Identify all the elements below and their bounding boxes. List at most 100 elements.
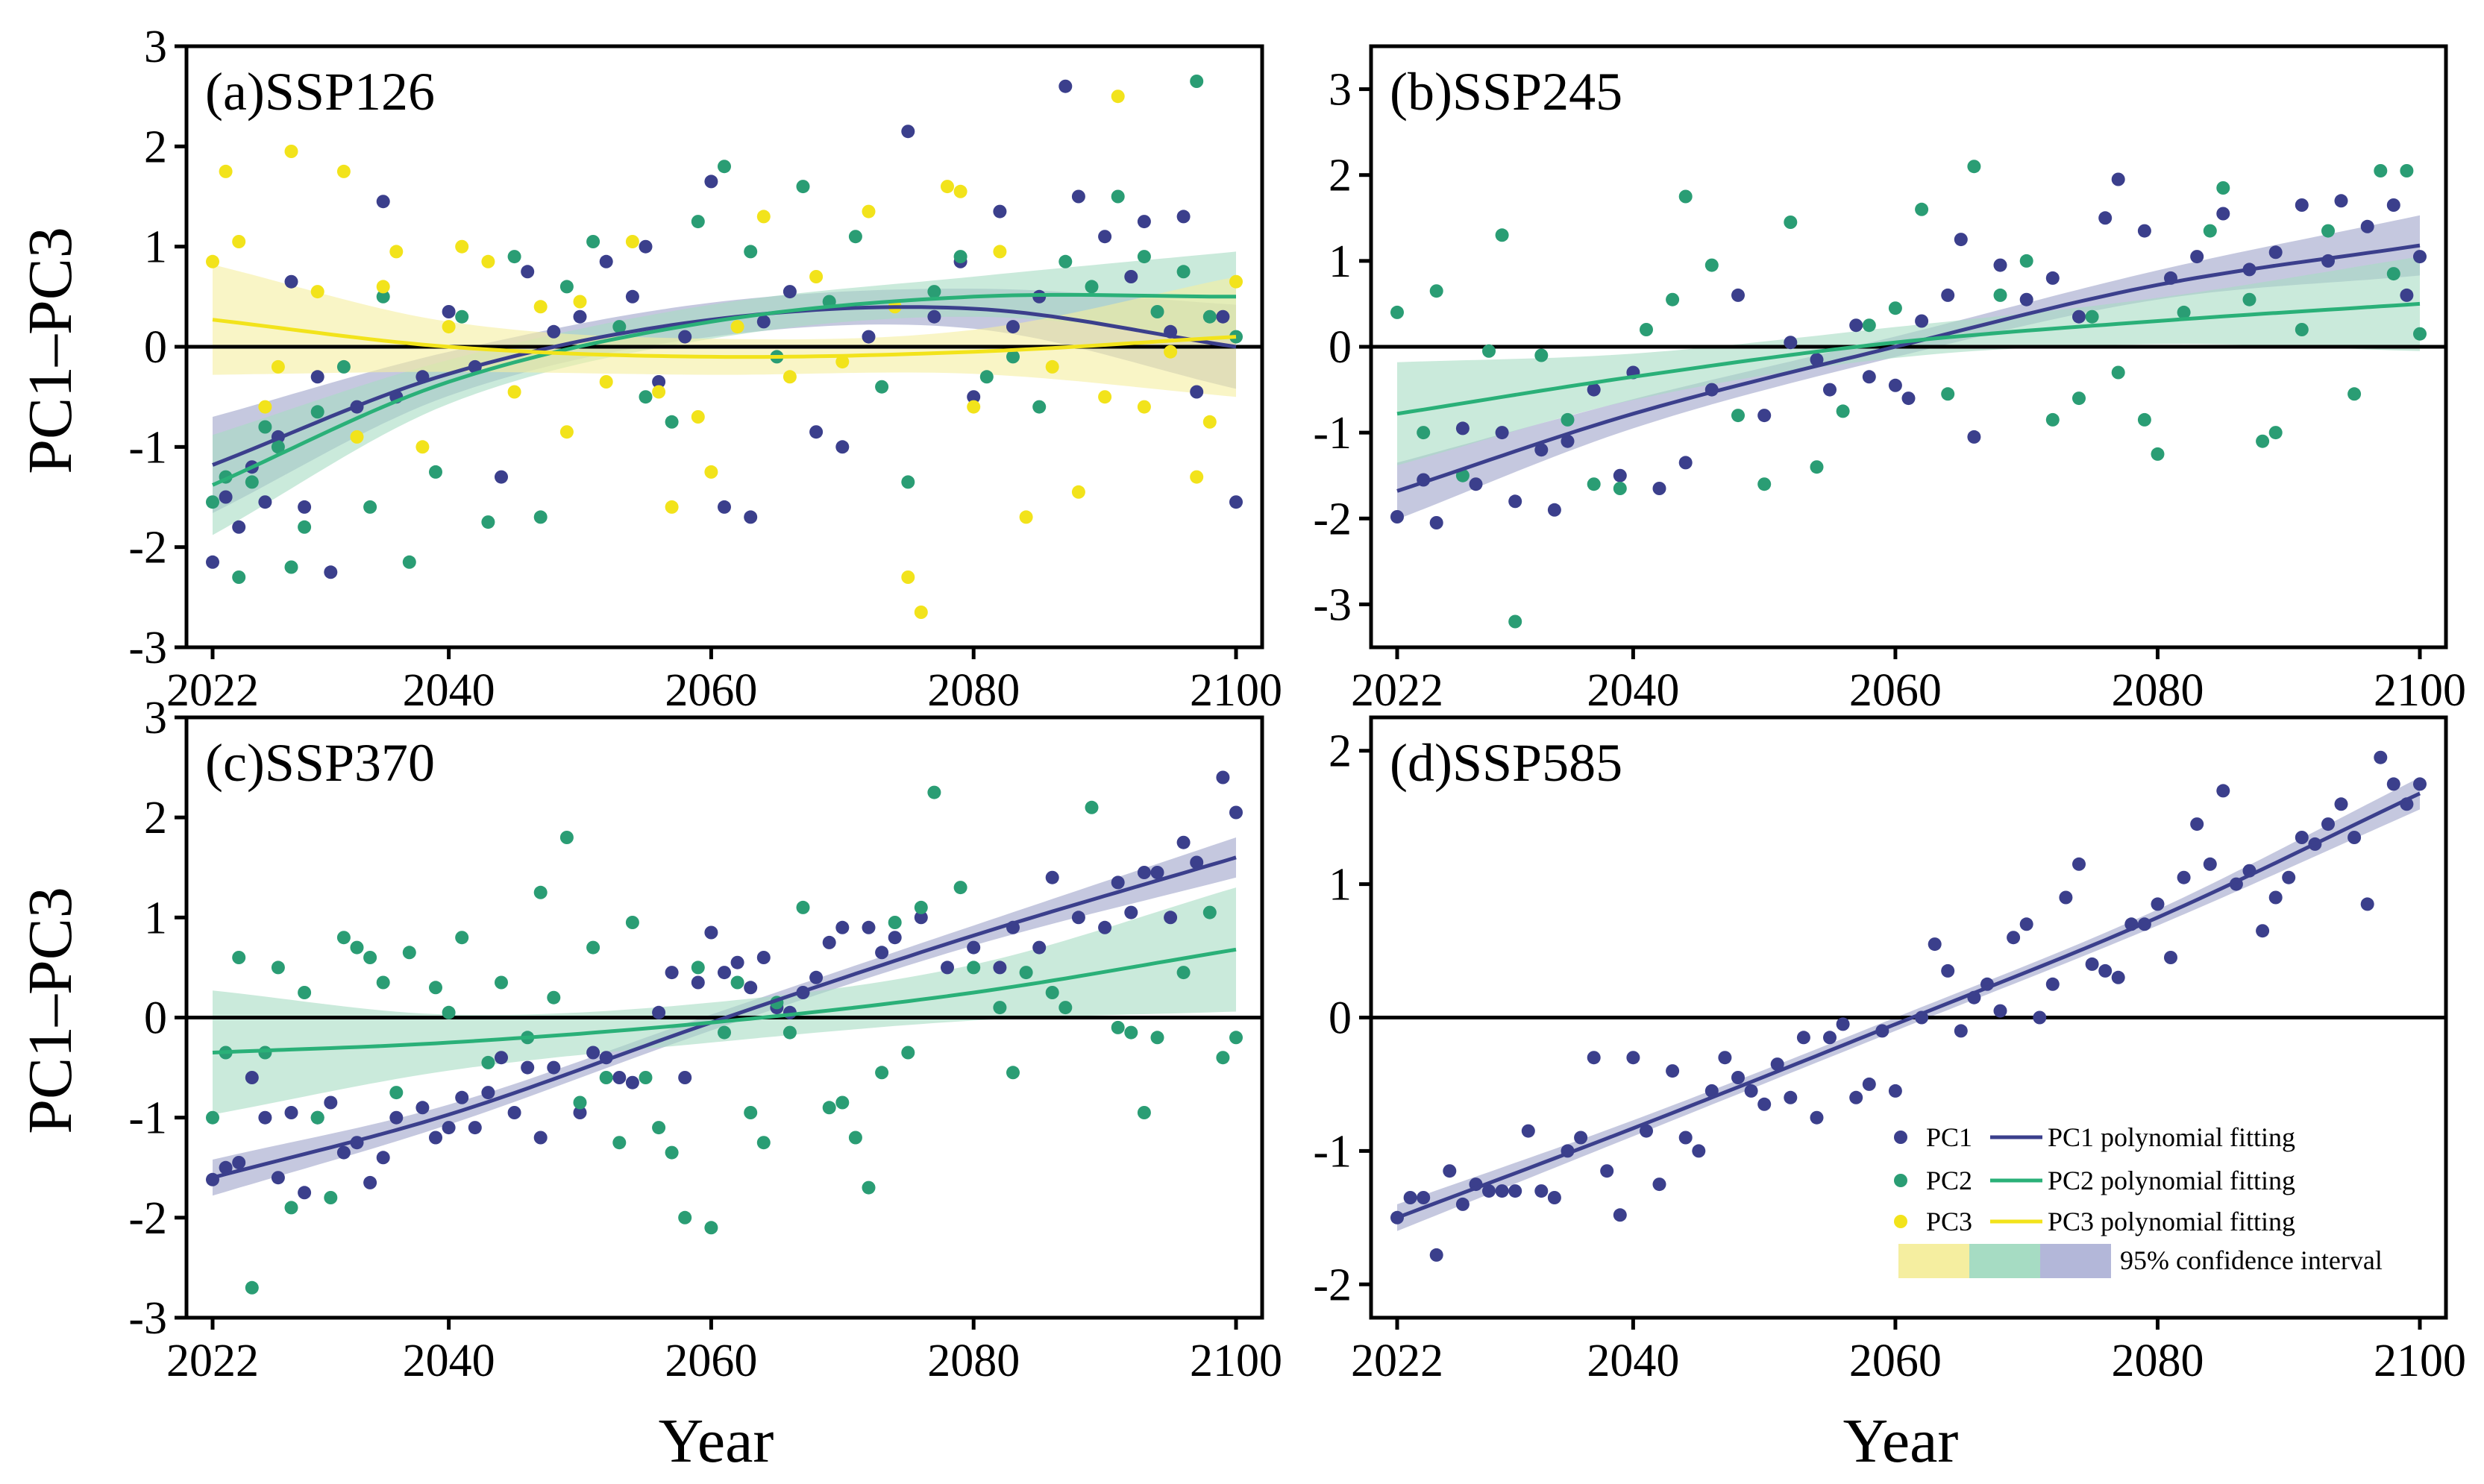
point-b-pc1-0 [1390, 510, 1404, 524]
point-b-pc2-45 [2413, 327, 2427, 341]
point-a-pc3-19 [599, 375, 613, 389]
point-a-pc1-8 [310, 370, 324, 384]
point-b-pc1-22 [1862, 370, 1876, 384]
point-c-pc2-51 [927, 785, 941, 799]
point-d-pc1-17 [1613, 1208, 1627, 1222]
y-tick-label-c-3: 3 [144, 693, 167, 743]
point-d-pc1-32 [1810, 1110, 1824, 1125]
point-a-pc3-13 [455, 239, 469, 254]
point-a-pc2-15 [481, 515, 495, 529]
point-b-pc2-24 [1967, 160, 1981, 174]
point-c-pc1-7 [298, 1186, 312, 1200]
point-c-pc1-14 [389, 1110, 404, 1125]
x-tick-label-d-2080: 2080 [2111, 1336, 2204, 1386]
point-a-pc1-24 [678, 330, 692, 344]
point-b-pc1-37 [2190, 250, 2204, 264]
point-c-pc2-25 [573, 1095, 587, 1110]
point-c-pc2-66 [1216, 1051, 1230, 1065]
point-c-pc2-11 [350, 940, 364, 955]
x-tick-label-d-2040: 2040 [1587, 1336, 1679, 1386]
point-a-pc3-5 [284, 145, 298, 158]
point-b-pc2-5 [1495, 228, 1509, 242]
point-b-pc1-28 [1967, 430, 1981, 444]
point-d-pc1-59 [2177, 870, 2191, 884]
point-a-pc1-19 [573, 309, 587, 324]
point-d-pc1-46 [2007, 931, 2021, 945]
point-a-pc2-21 [639, 390, 653, 404]
legend-pc2-fit-label: PC2 polynomial fitting [2048, 1166, 2295, 1195]
point-b-pc2-8 [1561, 412, 1575, 427]
legend-pc2-marker [1894, 1174, 1907, 1187]
point-b-pc2-13 [1678, 189, 1693, 204]
legend-pc1-fit-label: PC1 polynomial fitting [2048, 1122, 2295, 1152]
point-b-pc2-4 [1482, 344, 1496, 358]
point-c-pc2-13 [376, 975, 390, 990]
point-a-pc2-40 [1137, 250, 1151, 264]
point-b-pc1-31 [2045, 271, 2060, 285]
point-c-pc2-42 [796, 900, 810, 914]
point-b-pc2-44 [2400, 164, 2414, 177]
point-b-pc1-29 [1993, 258, 2007, 272]
point-a-pc2-27 [796, 180, 810, 194]
point-a-pc1-20 [599, 254, 613, 268]
point-c-pc2-36 [718, 1025, 731, 1040]
point-c-pc2-20 [495, 975, 508, 990]
panel-c: -3 -2 -1 0 1 2 3 2022 2040 2060 2080 2100 (c)SSP370 [128, 693, 1282, 1386]
point-c-pc2-55 [1006, 1066, 1020, 1080]
point-c-pc1-54 [1032, 940, 1047, 955]
ci-band-c-2 [213, 887, 1236, 1115]
point-b-pc2-16 [1757, 477, 1772, 491]
x-tick-label-b-2100: 2100 [2374, 665, 2466, 716]
point-b-pc2-10 [1613, 482, 1627, 495]
y-tick-label-a--1: -1 [128, 422, 167, 473]
point-b-pc1-40 [2268, 245, 2283, 260]
x-tick-label-a-2040: 2040 [403, 665, 495, 716]
point-a-pc3-21 [652, 385, 666, 399]
x-tick-label-c-2040: 2040 [403, 1336, 495, 1386]
point-c-pc2-30 [639, 1071, 653, 1084]
y-axis-title-top: PC1–PC3 [16, 227, 85, 474]
point-a-pc2-4 [258, 420, 272, 434]
point-d-pc1-51 [2072, 857, 2086, 871]
point-c-pc2-28 [612, 1136, 627, 1150]
point-c-pc2-60 [1111, 1020, 1125, 1034]
point-c-pc1-57 [1098, 920, 1112, 934]
panel-title-d: (d)SSP585 [1390, 733, 1622, 793]
fit-line-b-2 [1396, 301, 2421, 416]
point-c-pc2-7 [298, 986, 312, 999]
point-b-pc2-28 [2072, 392, 2086, 406]
point-a-pc2-9 [336, 359, 351, 374]
point-b-pc1-32 [2072, 309, 2086, 324]
point-a-pc1-43 [1124, 270, 1138, 283]
point-c-pc1-9 [324, 1095, 338, 1110]
fit-line-c-2 [212, 947, 1237, 1054]
point-c-pc2-24 [559, 831, 574, 844]
point-d-pc1-57 [2151, 897, 2165, 911]
point-a-pc2-17 [533, 510, 548, 524]
point-a-pc1-41 [1071, 189, 1085, 204]
point-c-pc1-64 [1190, 855, 1204, 870]
y-tick-label-b-0: 0 [1329, 322, 1352, 373]
point-d-pc1-33 [1823, 1031, 1837, 1045]
point-c-pc2-46 [862, 1180, 876, 1195]
point-b-pc2-9 [1587, 477, 1601, 491]
point-d-pc1-27 [1744, 1084, 1758, 1098]
point-c-pc1-2 [232, 1156, 246, 1169]
point-a-pc3-25 [730, 320, 744, 334]
point-a-pc3-46 [1202, 415, 1217, 429]
point-c-pc2-34 [691, 960, 705, 975]
point-c-pc1-4 [258, 1110, 272, 1125]
y-tick-label-b--2: -2 [1313, 494, 1352, 544]
legend-pc3-label: PC3 [1926, 1207, 1972, 1236]
point-b-pc2-11 [1640, 323, 1653, 336]
point-c-pc2-14 [389, 1086, 404, 1100]
point-d-pc1-4 [1443, 1164, 1457, 1178]
point-c-pc2-23 [547, 990, 561, 1004]
point-a-pc3-10 [389, 245, 404, 259]
point-c-pc2-47 [875, 1066, 889, 1080]
point-c-pc2-32 [665, 1145, 679, 1160]
point-c-pc2-8 [310, 1110, 324, 1125]
point-d-pc1-34 [1836, 1017, 1850, 1031]
point-b-pc1-3 [1455, 421, 1470, 436]
point-a-pc1-37 [993, 204, 1007, 218]
